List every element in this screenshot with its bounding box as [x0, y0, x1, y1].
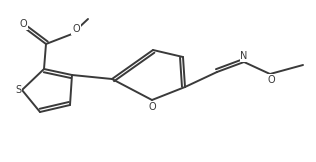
Text: O: O [148, 102, 156, 112]
Text: O: O [19, 19, 27, 29]
Text: O: O [267, 75, 275, 85]
Text: S: S [15, 85, 21, 95]
Text: N: N [240, 51, 248, 61]
Text: O: O [72, 24, 80, 34]
